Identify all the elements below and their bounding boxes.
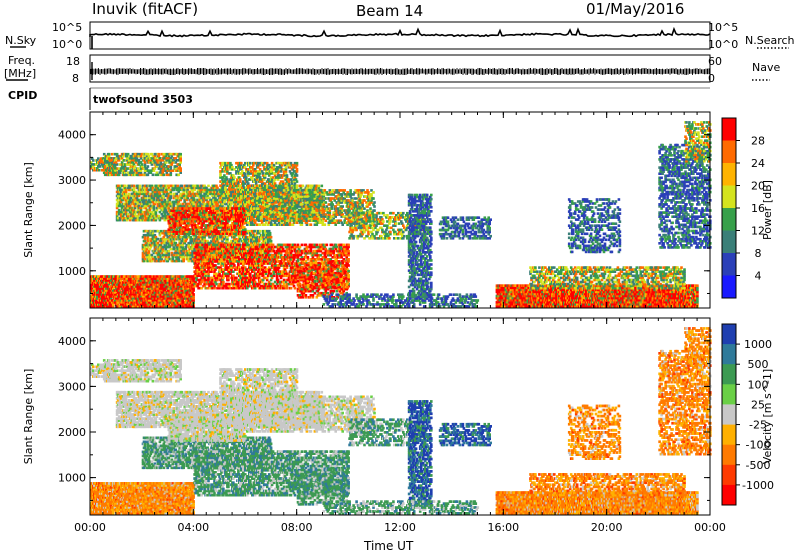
noise-sky-trace [90,29,710,37]
velocity-colorbar-cell [722,404,736,425]
x-tick-label: 00:00 [694,521,726,534]
power-colorbar-cell [722,276,736,299]
power-colorbar-cell [722,163,736,186]
fan-plot-figure: 1000200030004000Slant Range [km]28242016… [0,0,800,554]
x-tick-label: 08:00 [281,521,313,534]
date-title: 01/May/2016 [586,2,684,17]
power-colorbar-title: Power [dB] [761,180,774,240]
noise-sky-label: N.Sky [5,35,36,46]
power-colorbar-label: 8 [755,247,762,260]
power-ytick-label: 1000 [58,265,86,278]
x-tick-label: 00:00 [74,521,106,534]
freq-tick-top: 18 [66,56,80,67]
noise-right-tick-top: 10^5 [708,22,738,33]
power-colorbar-cell [722,208,736,231]
power-colorbar-label: 28 [751,135,765,148]
x-tick-label: 12:00 [384,521,416,534]
nave-tick-top: 60 [708,56,722,67]
x-axis-label: Time UT [364,540,413,552]
velocity-echo-cells [90,327,712,515]
power-colorbar-cell [722,231,736,254]
noise-search-label: N.Search [745,35,795,46]
x-tick-label: 04:00 [177,521,209,534]
power-colorbar-cell [722,253,736,276]
power-ylabel: Slant Range [km] [22,162,35,258]
power-echo-cells [90,121,712,308]
velocity-colorbar-cell [722,465,736,486]
velocity-colorbar-cell [722,485,736,506]
freq-label: Freq. [8,55,35,66]
power-ytick-label: 4000 [58,129,86,142]
velocity-ylabel: Slant Range [km] [22,369,35,465]
power-colorbar-label: 24 [751,157,765,170]
velocity-ytick-label: 1000 [58,472,86,485]
power-colorbar-cell [722,186,736,209]
velocity-colorbar-cell [722,445,736,466]
beam-title: Beam 14 [356,4,423,19]
freq-tick-bottom: 8 [72,73,79,84]
power-colorbar-cell [722,118,736,141]
velocity-colorbar-title: Velocity [m s^-1] [761,369,774,464]
station-title: Inuvik (fitACF) [92,2,198,17]
velocity-colorbar-cell [722,344,736,365]
plot-canvas: 1000200030004000Slant Range [km]28242016… [0,0,800,554]
nave-tick-bottom: 0 [708,73,715,84]
velocity-colorbar-label: -1000 [742,479,774,492]
x-tick-label: 16:00 [487,521,519,534]
cpid-value: twofsound 3503 [93,94,193,105]
velocity-colorbar-cell [722,364,736,385]
velocity-colorbar-cell [722,384,736,405]
freq-unit-label: [MHz] [4,68,36,79]
nave-label: Nave [752,62,780,73]
velocity-ytick-label: 2000 [58,426,86,439]
noise-left-tick-top: 10^5 [52,22,82,33]
cpid-label: CPID [8,90,37,101]
x-tick-label: 20:00 [591,521,623,534]
power-colorbar-cell [722,141,736,164]
noise-right-tick-bottom: 10^0 [708,39,738,50]
noise-left-tick-bottom: 10^0 [52,39,82,50]
velocity-colorbar-label: 1000 [744,338,772,351]
freq-trace [91,68,709,75]
power-ytick-label: 3000 [58,174,86,187]
power-colorbar-label: 4 [755,270,762,283]
velocity-ytick-label: 3000 [58,380,86,393]
velocity-colorbar-cell [722,425,736,446]
velocity-ytick-label: 4000 [58,335,86,348]
velocity-colorbar-cell [722,324,736,345]
power-ytick-label: 2000 [58,219,86,232]
